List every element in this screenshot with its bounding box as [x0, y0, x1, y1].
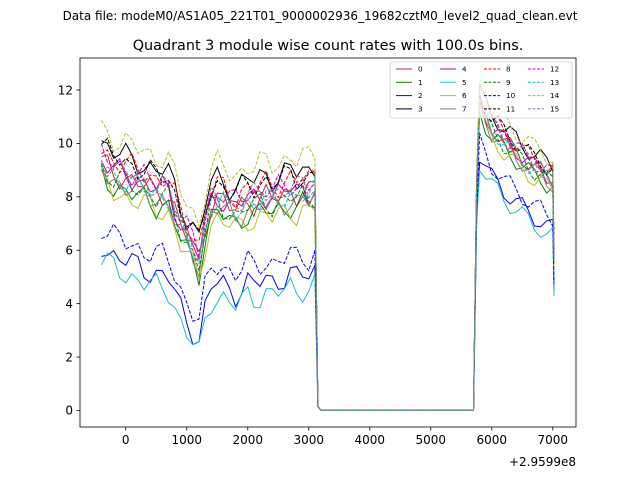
legend-label-5: 5: [462, 78, 467, 87]
legend-label-12: 12: [550, 65, 559, 74]
legend-label-7: 7: [462, 105, 467, 114]
plot-frame: [79, 57, 577, 428]
y-axis-ticks: 0 2 4 6 8 10 12: [58, 83, 80, 418]
series-line-9: [100, 110, 555, 411]
legend-label-2: 2: [418, 91, 423, 100]
y-tick-label: 8: [65, 190, 73, 204]
legend-label-1: 1: [418, 78, 423, 87]
series-line-10: [101, 132, 555, 411]
y-tick-label: 6: [65, 244, 73, 258]
figure-suptitle: Data file: modeM0/AS1A05_221T01_90000029…: [63, 9, 578, 23]
series-line-11: [101, 96, 555, 411]
legend-label-13: 13: [550, 78, 559, 87]
x-axis-ticks: 0 1000 2000 3000 4000 5000 6000 7000: [122, 427, 568, 447]
legend-label-10: 10: [506, 91, 516, 100]
legend-label-6: 6: [462, 91, 467, 100]
legend-label-11: 11: [506, 105, 515, 114]
x-tick-label: 2000: [233, 433, 264, 447]
legend-label-15: 15: [550, 105, 559, 114]
y-tick-label: 12: [58, 83, 73, 97]
y-tick-label: 2: [65, 350, 73, 364]
chart-title: Quadrant 3 module wise count rates with …: [133, 38, 524, 54]
legend-label-8: 8: [506, 65, 511, 74]
x-tick-label: 5000: [416, 433, 447, 447]
y-tick-label: 10: [58, 137, 73, 151]
legend-label-9: 9: [506, 78, 511, 87]
y-tick-label: 0: [65, 404, 73, 418]
x-tick-label: 4000: [355, 433, 386, 447]
legend-label-4: 4: [462, 65, 467, 74]
x-tick-label: 1000: [171, 433, 202, 447]
y-tick-label: 4: [65, 297, 73, 311]
legend-label-3: 3: [418, 105, 423, 114]
x-tick-label: 3000: [294, 433, 325, 447]
x-tick-label: 6000: [477, 433, 508, 447]
x-tick-label: 0: [122, 433, 130, 447]
x-axis-offset-label: +2.9599e8: [509, 455, 576, 469]
x-tick-label: 7000: [538, 433, 569, 447]
legend-frame: [389, 61, 573, 119]
legend-label-14: 14: [550, 91, 560, 100]
legend-label-0: 0: [418, 65, 423, 74]
